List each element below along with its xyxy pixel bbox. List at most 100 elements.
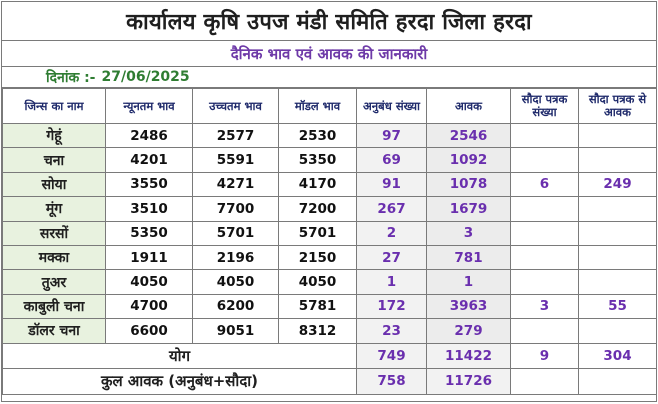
crop-name: सोया — [2, 171, 106, 198]
anubandh-count: 91 — [356, 171, 427, 198]
grand-total-aavak: 11726 — [426, 367, 511, 395]
total-label: योग — [2, 342, 357, 369]
anubandh-count: 1 — [356, 269, 427, 295]
model-price: 2150 — [278, 244, 357, 271]
sauda-count — [510, 196, 579, 222]
sauda-aavak: 249 — [578, 171, 657, 198]
header-aavak: आवक — [426, 88, 511, 124]
sauda-count: 6 — [510, 171, 579, 198]
min-price: 5350 — [105, 220, 193, 246]
min-price: 4700 — [105, 293, 193, 320]
grand-total-empty-1 — [510, 367, 579, 395]
max-price: 4050 — [192, 269, 279, 295]
total-sauda-aavak: 304 — [578, 342, 657, 369]
sauda-aavak — [578, 244, 657, 271]
total-row: योग 749 11422 9 304 — [2, 342, 657, 369]
aavak-qty: 1 — [426, 269, 511, 295]
aavak-qty: 2546 — [426, 122, 511, 149]
aavak-qty: 1092 — [426, 147, 511, 173]
max-price: 6200 — [192, 293, 279, 320]
anubandh-count: 27 — [356, 244, 427, 271]
table-row: मक्का 1911 2196 2150 27 781 — [2, 244, 657, 271]
total-anubandh: 749 — [356, 342, 427, 369]
max-price: 2577 — [192, 122, 279, 149]
min-price: 6600 — [105, 318, 193, 344]
grand-total-label: कुल आवक (अनुबंध+सौदा) — [2, 367, 357, 395]
header-sauda-aavak: सौदा पत्रक से आवक — [578, 88, 657, 124]
date-row: दिनांक :- 27/06/2025 — [2, 67, 656, 88]
aavak-qty: 3963 — [426, 293, 511, 320]
sauda-count — [510, 122, 579, 149]
header-anubandh: अनुबंध संख्या — [356, 88, 427, 124]
model-price: 8312 — [278, 318, 357, 344]
header-model-price: मॉडल भाव — [278, 88, 357, 124]
max-price: 7700 — [192, 196, 279, 222]
anubandh-count: 23 — [356, 318, 427, 344]
crop-name: मूंग — [2, 196, 106, 222]
sauda-count — [510, 269, 579, 295]
table-row: चना 4201 5591 5350 69 1092 — [2, 147, 657, 173]
aavak-qty: 781 — [426, 244, 511, 271]
anubandh-count: 69 — [356, 147, 427, 173]
sauda-aavak — [578, 220, 657, 246]
table-row: सोया 3550 4271 4170 91 1078 6 249 — [2, 171, 657, 198]
anubandh-count: 172 — [356, 293, 427, 320]
header-row: जिन्स का नाम न्यूनतम भाव उच्चतम भाव मॉडल… — [2, 88, 657, 124]
max-price: 4271 — [192, 171, 279, 198]
grand-total-anubandh: 758 — [356, 367, 427, 395]
sauda-aavak — [578, 196, 657, 222]
header-min-price: न्यूनतम भाव — [105, 88, 193, 124]
model-price: 5781 — [278, 293, 357, 320]
min-price: 1911 — [105, 244, 193, 271]
sauda-aavak — [578, 147, 657, 173]
sauda-aavak: 55 — [578, 293, 657, 320]
table-row: गेहूं 2486 2577 2530 97 2546 — [2, 122, 657, 149]
table-row: सरसों 5350 5701 5701 2 3 — [2, 220, 657, 246]
model-price: 5701 — [278, 220, 357, 246]
total-aavak: 11422 — [426, 342, 511, 369]
crop-name: डॉलर चना — [2, 318, 106, 344]
date-value: 27/06/2025 — [101, 69, 190, 85]
sauda-aavak — [578, 269, 657, 295]
table-row: डॉलर चना 6600 9051 8312 23 279 — [2, 318, 657, 344]
crop-name: काबुली चना — [2, 293, 106, 320]
sheet-subtitle: दैनिक भाव एवं आवक की जानकारी — [230, 44, 428, 63]
min-price: 3510 — [105, 196, 193, 222]
subtitle-row: दैनिक भाव एवं आवक की जानकारी — [2, 41, 656, 67]
sauda-aavak — [578, 318, 657, 344]
sheet-title: कार्यालय कृषि उपज मंडी समिति हरदा जिला ह… — [126, 10, 532, 35]
crop-name: तुअर — [2, 269, 106, 295]
crop-name: सरसों — [2, 220, 106, 246]
min-price: 4050 — [105, 269, 193, 295]
crop-name: गेहूं — [2, 122, 106, 149]
max-price: 2196 — [192, 244, 279, 271]
model-price: 4170 — [278, 171, 357, 198]
total-sauda-count: 9 — [510, 342, 579, 369]
aavak-qty: 279 — [426, 318, 511, 344]
header-sauda-count: सौदा पत्रक संख्या — [510, 88, 579, 124]
sauda-count — [510, 220, 579, 246]
crop-name: मक्का — [2, 244, 106, 271]
table-row: मूंग 3510 7700 7200 267 1679 — [2, 196, 657, 222]
anubandh-count: 97 — [356, 122, 427, 149]
sauda-count — [510, 147, 579, 173]
header-max-price: उच्चतम भाव — [192, 88, 279, 124]
max-price: 5591 — [192, 147, 279, 173]
sauda-count — [510, 244, 579, 271]
min-price: 3550 — [105, 171, 193, 198]
min-price: 4201 — [105, 147, 193, 173]
max-price: 5701 — [192, 220, 279, 246]
table-row: काबुली चना 4700 6200 5781 172 3963 3 55 — [2, 293, 657, 320]
sauda-count — [510, 318, 579, 344]
model-price: 5350 — [278, 147, 357, 173]
min-price: 2486 — [105, 122, 193, 149]
anubandh-count: 2 — [356, 220, 427, 246]
table-row: तुअर 4050 4050 4050 1 1 — [2, 269, 657, 295]
sauda-count: 3 — [510, 293, 579, 320]
header-crop: जिन्स का नाम — [2, 88, 106, 124]
date-label: दिनांक :- — [46, 69, 96, 86]
title-row: कार्यालय कृषि उपज मंडी समिति हरदा जिला ह… — [2, 2, 656, 41]
grand-total-row: कुल आवक (अनुबंध+सौदा) 758 11726 — [2, 367, 657, 395]
aavak-qty: 1078 — [426, 171, 511, 198]
